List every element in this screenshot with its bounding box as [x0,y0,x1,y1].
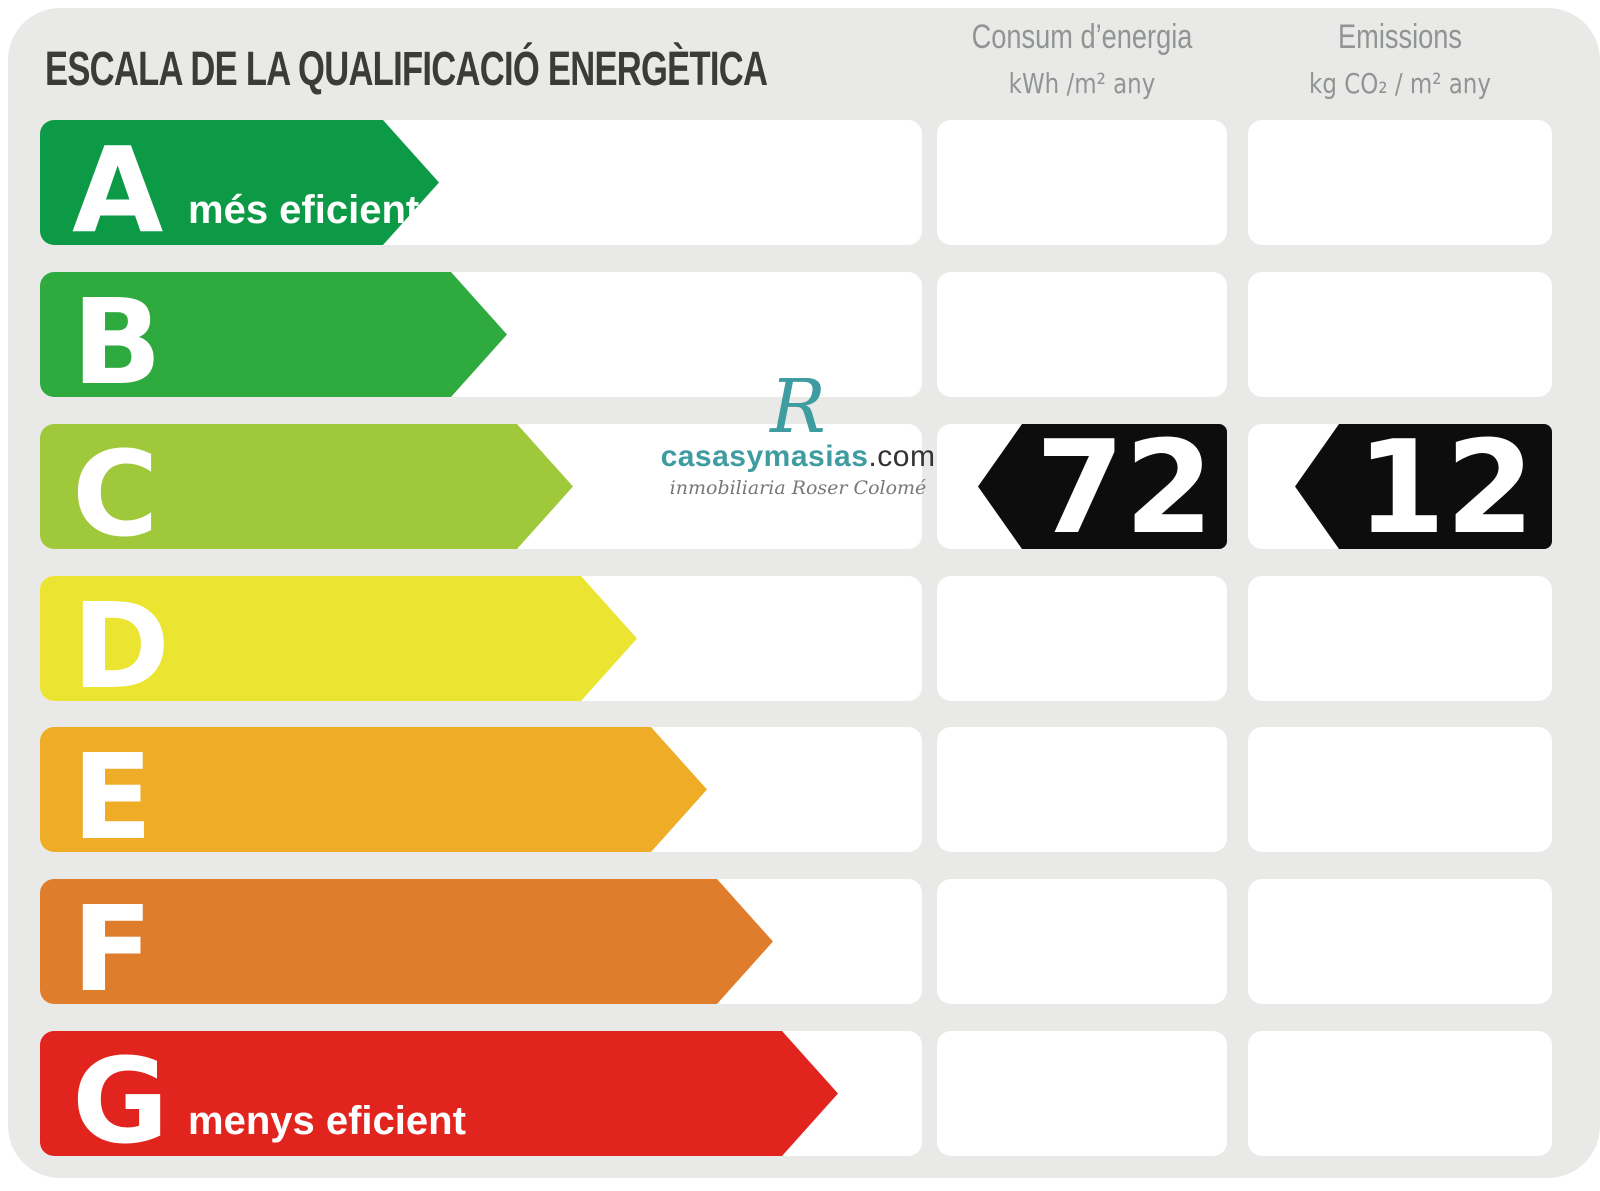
emissions-column-title: Emissions [1338,18,1462,56]
rating-row-e: E [0,727,1600,852]
rating-letter: E [72,728,153,866]
rating-row-g: G menys eficient [0,1031,1600,1156]
energy-cell [937,272,1227,397]
page-title: ESCALA DE LA QUALIFICACIÓ ENERGÈTICA [45,43,768,96]
rating-row-a: A més eficient [0,120,1600,245]
watermark: R casasymasias.com inmobiliaria Roser Co… [648,364,948,499]
emissions-column-units: kg CO₂ / m² any [1309,67,1491,100]
energy-cell [937,727,1227,852]
rating-bar-d: D [40,576,637,701]
rating-row-c: 72 12 C [0,424,1600,549]
rating-bar-label: més eficient [188,188,420,232]
emissions-cell [1248,727,1552,852]
energy-column-title: Consum d’energia [971,18,1193,56]
rating-row-f: F [0,879,1600,1004]
energy-value-arrow: 72 [978,424,1227,549]
energy-value: 72 [1035,414,1214,563]
watermark-initial: R [770,364,826,450]
emissions-value: 12 [1356,414,1535,563]
rating-bar-e: E [40,727,707,852]
emissions-cell [1248,576,1552,701]
energy-cell [937,120,1227,245]
energy-cell [937,879,1227,1004]
emissions-cell [1248,1031,1552,1156]
energy-column-units: kWh /m² any [1008,67,1156,100]
emissions-cell: 12 [1248,424,1552,549]
watermark-tagline: inmobiliaria Roser Colomé [669,477,927,499]
rating-letter: B [72,273,162,411]
rating-letter: A [72,121,164,259]
rating-row-d: D [0,576,1600,701]
rating-bar-f: F [40,879,773,1004]
emissions-cell [1248,879,1552,1004]
emissions-column-header: Emissions kg CO₂ / m² any [1248,18,1552,100]
energy-cell: 72 [937,424,1227,549]
energy-column-header: Consum d’energia kWh /m² any [937,18,1227,100]
rating-bar-c: C [40,424,573,549]
rating-letter: D [72,577,170,715]
rating-letter: F [72,880,153,1018]
rating-bar-label: menys eficient [188,1099,466,1143]
energy-cell [937,1031,1227,1156]
rating-bar-g: G menys eficient [40,1031,838,1156]
rating-bar-a: A més eficient [40,120,439,245]
rating-letter: C [72,425,159,563]
rating-letter: G [72,1032,169,1170]
energy-cell [937,576,1227,701]
emissions-value-arrow: 12 [1295,424,1552,549]
emissions-cell [1248,120,1552,245]
watermark-brand: casasymasias.com [648,440,948,474]
rating-row-b: B [0,272,1600,397]
emissions-cell [1248,272,1552,397]
watermark-brand-tld: .com [868,440,936,473]
watermark-brand-name: casasymasias [660,440,869,473]
rating-bar-b: B [40,272,507,397]
